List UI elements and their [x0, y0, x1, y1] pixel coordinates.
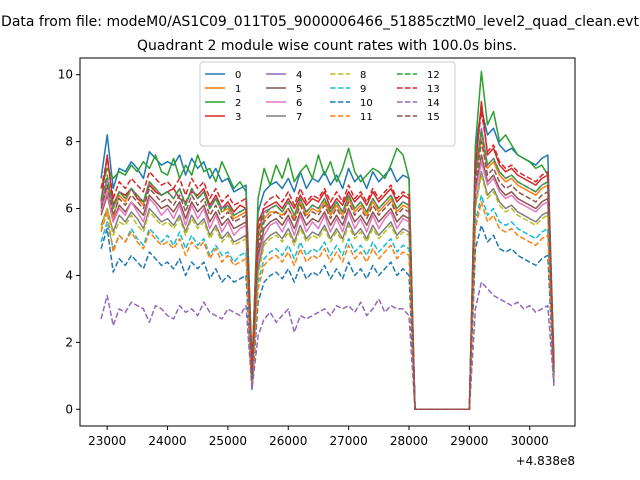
x-offset-label: +4.838e8: [516, 454, 575, 468]
legend-label-12: 12: [427, 70, 440, 81]
series-lines: [100, 70, 555, 411]
legend-label-5: 5: [296, 84, 302, 95]
x-tick-label: 23000: [88, 434, 126, 448]
y-tick-label: 2: [65, 335, 73, 349]
legend-label-2: 2: [235, 98, 241, 109]
legend-label-7: 7: [296, 112, 302, 123]
y-axis: 0 2 4 6 8 10: [58, 68, 80, 416]
series-line-6: [100, 160, 555, 411]
legend-label-9: 9: [360, 84, 366, 95]
series-line-11: [100, 201, 555, 411]
y-tick-label: 0: [65, 402, 73, 416]
legend-label-4: 4: [296, 70, 302, 81]
series-line-8: [100, 174, 555, 411]
x-tick-label: 25000: [209, 434, 247, 448]
y-tick-label: 8: [65, 135, 73, 149]
legend-label-15: 15: [427, 112, 440, 123]
legend-box: [199, 61, 456, 147]
figure-suptitle: Data from file: modeM0/AS1C09_011T05_900…: [1, 14, 639, 30]
x-tick-label: 27000: [330, 434, 368, 448]
y-tick-label: 6: [65, 202, 73, 216]
x-axis: 23000 24000 25000 26000 27000 28000 29000 30000: [88, 426, 549, 448]
x-tick-label: 30000: [511, 434, 549, 448]
series-line-9: [100, 194, 555, 411]
legend-label-1: 1: [235, 84, 241, 95]
series-line-2: [100, 70, 555, 411]
series-line-15: [100, 140, 555, 411]
legend-label-8: 8: [360, 70, 366, 81]
legend-label-10: 10: [360, 98, 373, 109]
chart-title: Quadrant 2 module wise count rates with …: [137, 38, 517, 54]
y-tick-label: 4: [65, 268, 73, 282]
legend-label-0: 0: [235, 70, 241, 81]
series-line-12: [100, 130, 555, 411]
x-tick-label: 29000: [450, 434, 488, 448]
series-line-5: [100, 154, 555, 411]
series-line-14: [100, 281, 555, 411]
legend-label-14: 14: [427, 98, 440, 109]
x-tick-label: 28000: [390, 434, 428, 448]
legend-label-3: 3: [235, 112, 241, 123]
legend-label-11: 11: [360, 112, 373, 123]
series-line-13: [100, 110, 555, 411]
series-line-10: [100, 224, 555, 411]
y-tick-label: 10: [58, 68, 73, 82]
legend-label-6: 6: [296, 98, 302, 109]
x-tick-label: 26000: [269, 434, 307, 448]
legend-label-13: 13: [427, 84, 440, 95]
x-tick-label: 24000: [148, 434, 186, 448]
plot-frame: [79, 57, 576, 427]
